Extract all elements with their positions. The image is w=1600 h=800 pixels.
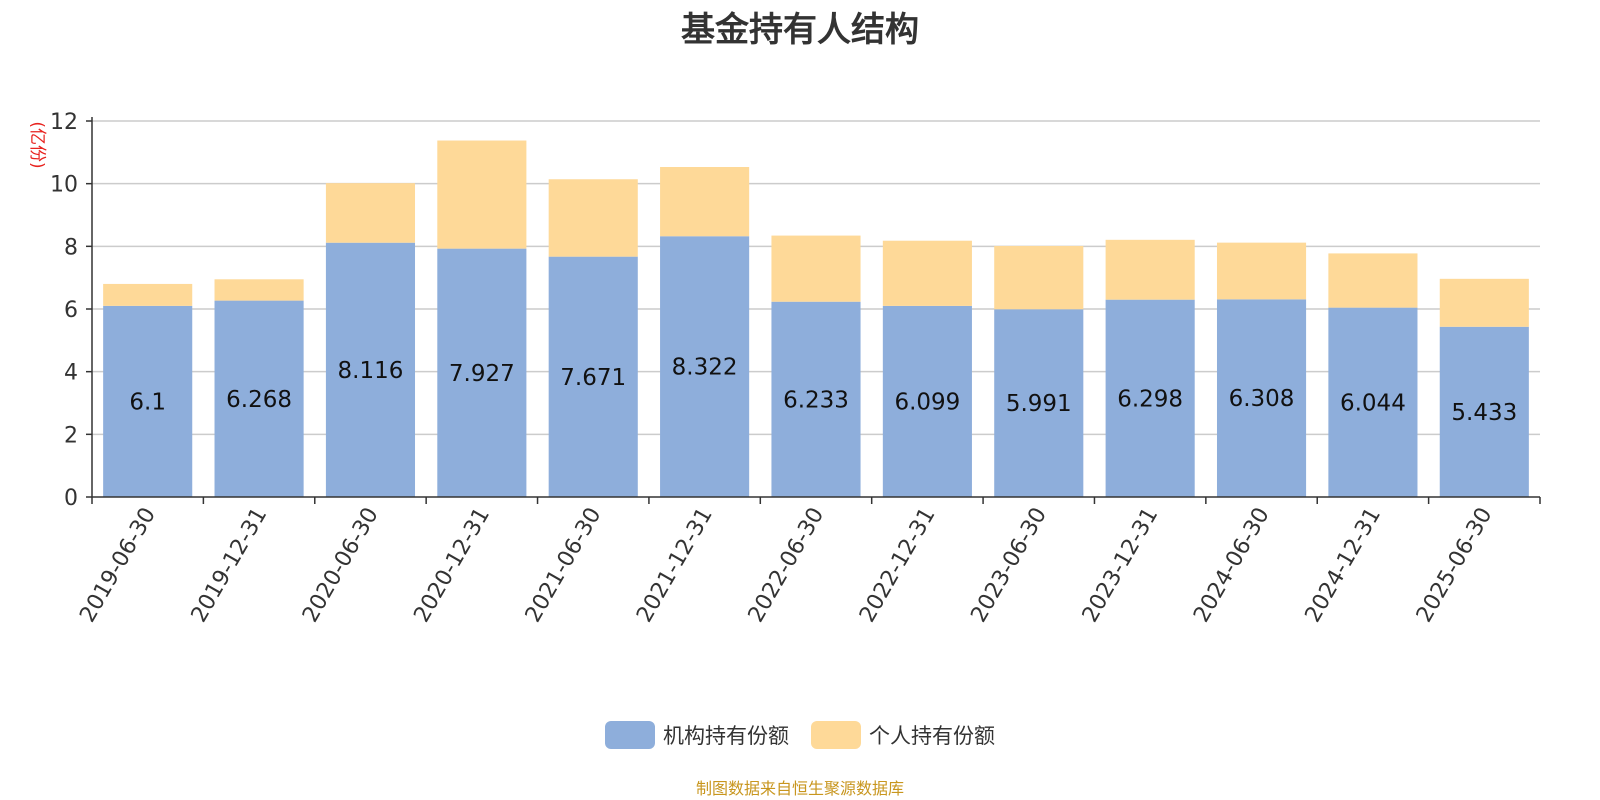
y-axis-label: (亿份): [27, 121, 47, 168]
x-tick-label: 2022-06-30: [744, 504, 830, 627]
x-tick-label: 2019-06-30: [75, 504, 161, 627]
x-tick-label: 2022-12-31: [855, 504, 941, 627]
bar-data-label: 8.322: [672, 355, 738, 381]
legend-item-institutional[interactable]: 机构持有份额: [605, 720, 789, 750]
bar-institutional: [325, 242, 416, 497]
x-tick-label: 2023-06-30: [966, 504, 1052, 627]
bar-individual: [660, 166, 750, 237]
x-tick-label: 2019-12-31: [187, 504, 273, 627]
y-tick-label: 2: [64, 423, 78, 448]
bar-institutional: [1216, 299, 1307, 497]
bar-individual: [548, 179, 638, 257]
bar-individual: [437, 140, 527, 249]
bar-data-label: 5.433: [1451, 400, 1517, 426]
bar-institutional: [214, 300, 304, 497]
bar-institutional: [660, 236, 750, 497]
y-tick-label: 4: [64, 361, 78, 386]
bar-institutional: [437, 248, 527, 497]
y-tick-label: 6: [64, 298, 78, 323]
bar-data-label: 6.1: [129, 389, 166, 415]
legend-label-institutional: 机构持有份额: [663, 724, 789, 748]
bar-institutional: [1105, 299, 1195, 497]
labels: 6.1 6.268 8.116 7.927 7.671 8.322 6.233 6.099 5.…: [129, 355, 1517, 426]
x-tick-label: 2024-06-30: [1189, 504, 1275, 627]
legend: 机构持有份额 个人持有份额: [0, 720, 1600, 750]
bar-individual: [994, 245, 1084, 310]
legend-item-individual[interactable]: 个人持有份额: [811, 720, 995, 750]
bar-data-label: 6.233: [783, 387, 849, 413]
bar-individual: [103, 283, 193, 306]
legend-swatch-individual: [811, 721, 861, 749]
bar-individual: [1105, 239, 1195, 300]
source-note: 制图数据来自恒生聚源数据库: [695, 779, 904, 798]
y-tick-label: 8: [64, 235, 78, 260]
bar-data-label: 8.116: [338, 358, 404, 384]
x-tick-label: 2025-06-30: [1412, 504, 1498, 627]
chart-title: 基金持有人结构: [681, 10, 919, 50]
bar-institutional: [548, 256, 638, 497]
bar-institutional: [771, 301, 861, 497]
bar-individual: [214, 279, 304, 301]
bar-individual: [1328, 253, 1418, 308]
x-tick-label: 2020-06-30: [298, 504, 384, 627]
x-tick-label: 2024-12-31: [1301, 504, 1387, 627]
bar-institutional: [994, 309, 1084, 497]
x-tick-label: 2020-12-31: [409, 504, 495, 627]
bar-individual: [325, 183, 416, 243]
bar-data-label: 7.671: [560, 365, 626, 391]
bar-institutional: [882, 305, 972, 497]
x-tick-label: 2023-12-31: [1078, 504, 1164, 627]
x-tick-label: 2021-12-31: [632, 504, 718, 627]
bar-data-label: 6.099: [894, 389, 960, 415]
y-tick-label: 10: [50, 173, 78, 198]
bar-data-label: 6.308: [1229, 386, 1295, 412]
y-tick-label: 0: [64, 486, 78, 511]
legend-swatch-institutional: [605, 721, 655, 749]
bar-individual: [1216, 242, 1307, 300]
bar-data-label: 7.927: [449, 361, 515, 387]
bar-individual: [882, 240, 972, 306]
bar-data-label: 6.268: [226, 387, 292, 413]
bars: [103, 140, 1529, 497]
bar-individual: [771, 235, 861, 302]
y-tick-label: 12: [50, 110, 78, 135]
bar-institutional: [1439, 326, 1529, 497]
bar-institutional: [103, 305, 193, 497]
bar-data-label: 6.044: [1340, 390, 1406, 416]
bar-data-label: 6.298: [1117, 386, 1183, 412]
bar-data-label: 5.991: [1006, 391, 1072, 417]
legend-label-individual: 个人持有份额: [869, 724, 995, 748]
bar-individual: [1439, 278, 1529, 327]
x-tick-label: 2021-06-30: [521, 504, 607, 627]
bar-institutional: [1328, 307, 1418, 497]
